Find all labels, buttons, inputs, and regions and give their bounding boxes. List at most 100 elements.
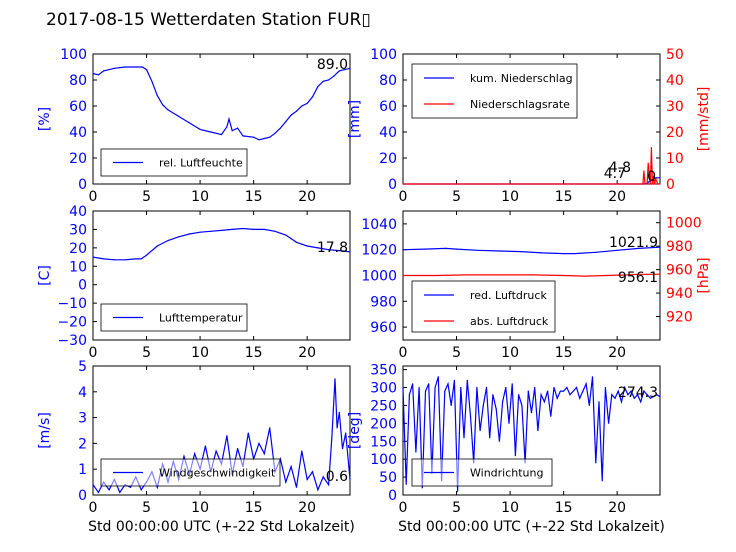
pressure-ytick-label: 1040 [361,217,397,233]
winddirection-point [415,451,417,453]
pressure-point [659,273,661,275]
pressure-point [605,274,608,277]
windspeed-legend-label: Windgeschwindigkeit [159,467,276,480]
humidity-xtick-label: 20 [298,189,316,205]
precipitation-xtick-label: 5 [452,189,461,205]
temperature-ytick-label: 30 [69,222,87,238]
windspeed-ytick-label: 5 [78,359,87,375]
humidity-point [279,127,281,129]
windspeed-point [290,466,292,468]
winddirection-point [569,394,571,396]
windspeed-point [301,450,303,452]
temperature-ytick-label: 10 [69,259,87,275]
winddirection-ytick-label: 300 [370,381,397,397]
precipitation-value-label: 4.7 [604,166,626,182]
panel-humidity: 0 5 10 15 20 0 20 40 60 80 100 [%] rel. Luftfeuchte 8… [37,47,351,205]
precipitation-legend-label: kum. Niederschlag [470,72,573,85]
winddirection-point [405,483,407,485]
precipitation-point [654,183,656,185]
precipitation-legend-box [411,63,578,119]
pressure-point [563,253,565,255]
humidity-point [237,127,239,129]
humidity-point [162,104,164,106]
temperature-point [145,254,148,256]
humidity-point [349,67,351,69]
pressure-ytick-label: 980 [370,294,397,310]
temperature-point [263,228,265,230]
humidity-point [242,135,244,137]
humidity-point [226,126,228,128]
temperature-ytick-label: −10 [57,296,87,312]
temperature-ylabel: [C] [37,265,53,286]
winddirection-ylabel: [deg] [347,412,363,449]
windspeed-point [306,478,308,481]
humidity-point [317,85,319,88]
winddirection-ytick-label: 350 [370,363,397,379]
humidity-point [210,131,212,133]
pressure-series-line-0 [402,246,661,255]
temperature-point [103,258,105,260]
winddirection-ytick-label: 50 [379,470,397,486]
pressure-point [477,249,479,251]
winddirection-point [418,386,420,389]
winddirection-point [614,397,616,399]
temperature-point [317,247,319,249]
windspeed-ytick-label: 0 [78,488,87,504]
winddirection-point [460,386,462,389]
winddirection-point [408,394,410,396]
temperature-legend-label: Lufttemperatur [159,312,243,325]
precipitation-point [643,170,645,172]
winddirection-point [508,422,510,424]
humidity-point [290,114,292,116]
panel-windspeed: 0 5 10 15 20 0 1 2 3 4 5 [m/s] Std 00:00:00 UTC (+-2… [37,359,355,535]
temperature-frame [92,210,351,341]
windspeed-point [341,448,344,450]
humidity-point [220,134,223,136]
precipitation-ytick-right-label: 30 [666,99,684,115]
humidity-point [285,121,287,123]
pressure-point [530,274,533,276]
precipitation-xtick-label: 15 [555,189,573,205]
pressure-point [659,246,661,248]
humidity-point [338,70,340,72]
windspeed-point [237,448,239,450]
winddirection-point [620,401,623,403]
humidity-xtick-label: 10 [191,189,209,205]
winddirection-point [572,390,574,392]
windspeed-point [204,445,206,447]
winddirection-point [646,394,648,396]
winddirection-ytick-label: 250 [370,398,397,414]
temperature-point [188,233,190,235]
precipitation-point [659,183,661,185]
pressure-ytick-label: 1020 [361,243,397,259]
pressure-point [455,248,458,250]
temperature-point [178,236,180,238]
precipitation-xtick-label: 20 [608,189,626,205]
pressure-ylabel-right: [hPa] [696,257,712,293]
precipitation-point [642,183,644,185]
humidity-point [295,110,298,112]
winddirection-point [498,440,500,442]
windspeed-point [215,450,217,452]
temperature-xtick-label: 10 [191,345,209,361]
winddirection-point [575,386,578,389]
winddirection-point [547,390,549,392]
humidity-ytick-label: 0 [78,177,87,193]
winddirection-point [479,429,481,432]
humidity-point [301,105,303,107]
humidity-point [97,74,99,76]
humidity-point [263,137,265,140]
winddirection-point [591,376,594,378]
pressure-point [648,273,650,275]
humidity-ytick-label: 20 [69,151,87,167]
windspeed-ytick-label: 1 [78,462,87,478]
winddirection-point [489,437,491,439]
winddirection-value-label: 274.3 [618,385,658,401]
winddirection-point [550,415,552,417]
winddirection-point [585,383,587,385]
humidity-legend-label: rel. Luftfeuchte [159,157,243,170]
precipitation-ytick-label: 20 [379,151,397,167]
pressure-point [445,247,447,249]
windspeed-xtick-label: 20 [298,500,316,516]
humidity-point [124,66,126,68]
